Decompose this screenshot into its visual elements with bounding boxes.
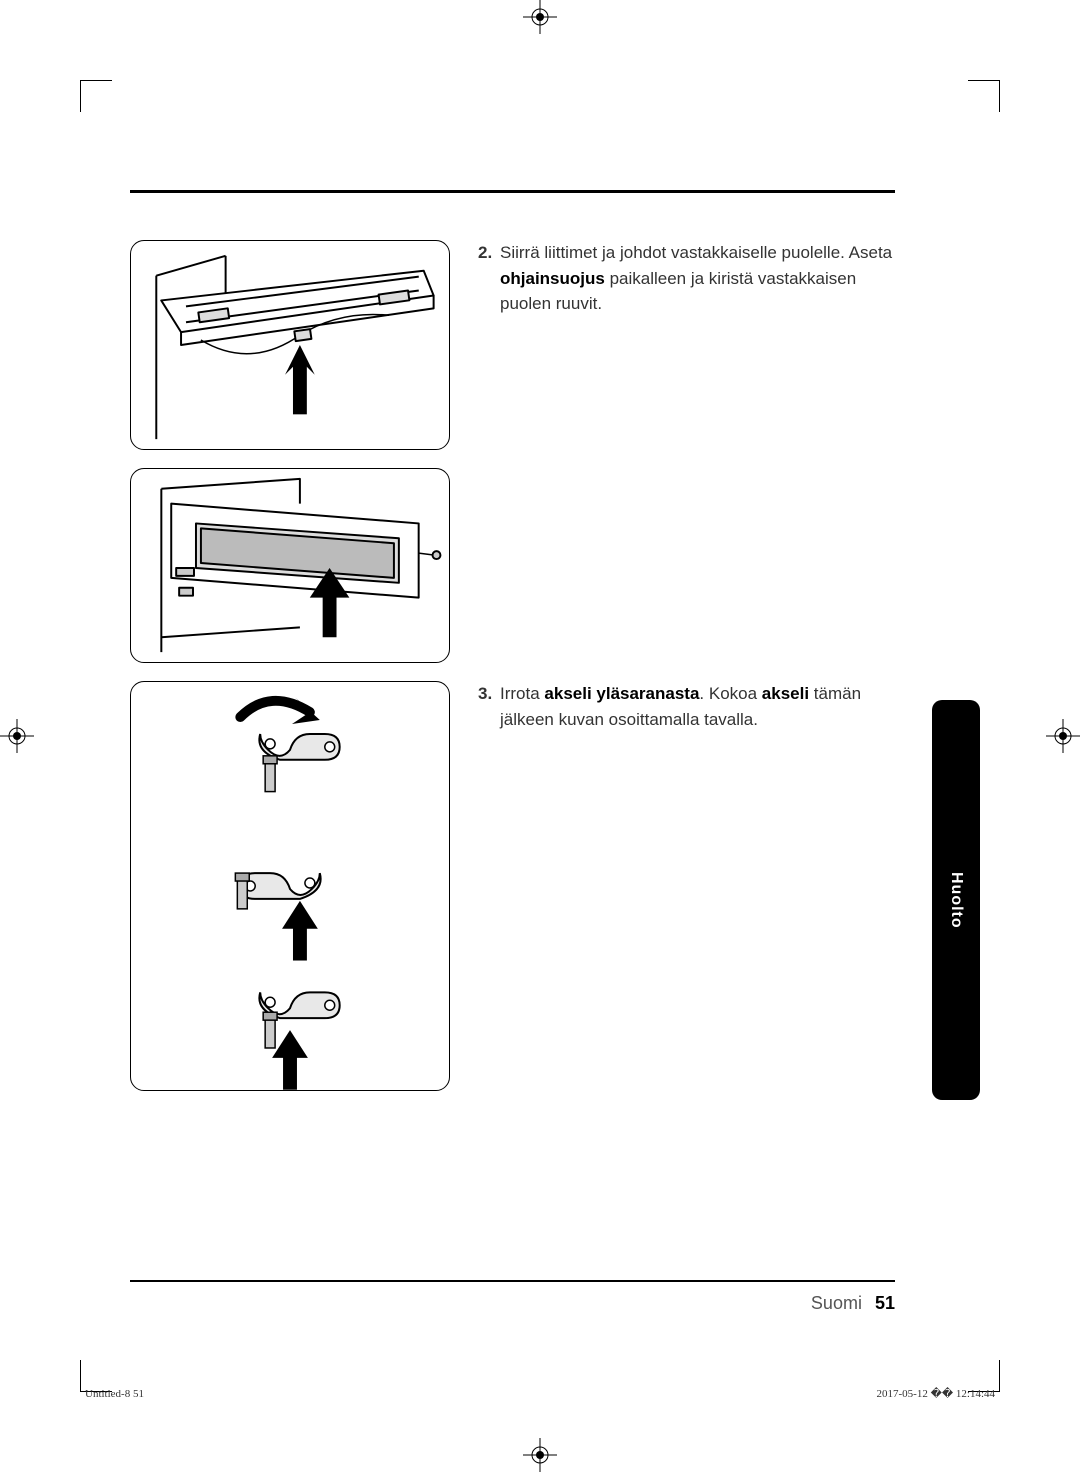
page-footer: Suomi 51 xyxy=(811,1293,895,1314)
step-2-number: 2. xyxy=(478,240,500,317)
registration-mark-bottom xyxy=(523,1438,557,1472)
registration-mark-top xyxy=(523,0,557,34)
slug-timestamp: 2017-05-12 �� 12:14:44 xyxy=(877,1387,996,1400)
registration-mark-left xyxy=(0,719,34,753)
footer-rule xyxy=(130,1280,895,1282)
header-rule xyxy=(130,190,895,193)
footer-language: Suomi xyxy=(811,1293,862,1313)
section-tab-label: Huolto xyxy=(947,872,965,929)
spacer-1 xyxy=(478,468,895,663)
figure-step-3 xyxy=(130,681,450,1091)
registration-mark-right xyxy=(1046,719,1080,753)
content-grid: 2. Siirrä liittimet ja johdot vastakkais… xyxy=(130,240,895,1091)
crop-top-right xyxy=(968,80,1000,112)
step-2-text: 2. Siirrä liittimet ja johdot vastakkais… xyxy=(478,240,895,450)
step-3-bold2: akseli xyxy=(762,684,809,703)
slug-filename: Untitled-8 51 xyxy=(85,1388,144,1400)
step-3-bold1: akseli yläsaranasta xyxy=(544,684,699,703)
step-3-text: 3. Irrota akseli yläsaranasta. Kokoa aks… xyxy=(478,681,895,1091)
step-3-pre: Irrota xyxy=(500,684,544,703)
section-tab: Huolto xyxy=(932,700,980,1100)
step-2-bold: ohjainsuojus xyxy=(500,269,605,288)
figure-step-2a xyxy=(130,240,450,450)
step-2-pre: Siirrä liittimet ja johdot vastakkaisell… xyxy=(500,243,892,262)
crop-top-left xyxy=(80,80,112,112)
step-3-number: 3. xyxy=(478,681,500,732)
step-3-mid: . Kokoa xyxy=(699,684,761,703)
figure-step-2b xyxy=(130,468,450,663)
footer-page-number: 51 xyxy=(875,1293,895,1313)
